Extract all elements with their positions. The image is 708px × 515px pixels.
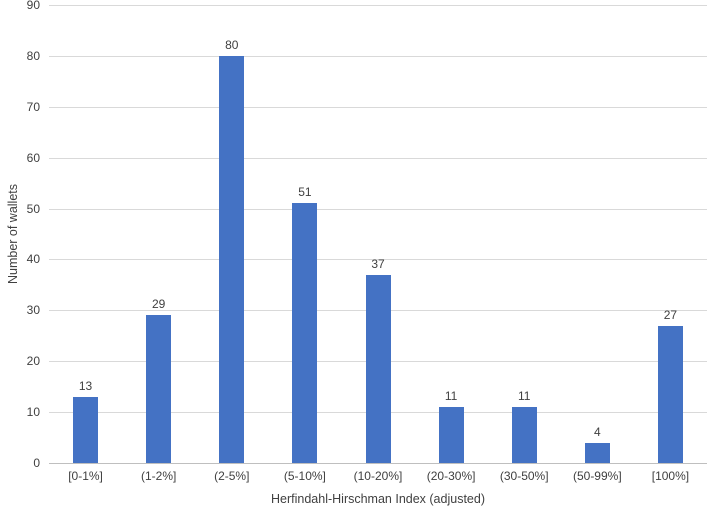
bar-(1-2%] xyxy=(146,315,172,463)
plot-area: 13 29 80 51 37 11 11 4 27 xyxy=(49,5,707,464)
y-tick-label-70: 70 xyxy=(26,99,40,114)
gridline-70 xyxy=(49,106,707,108)
y-tick-label-10: 10 xyxy=(26,405,40,420)
y-tick-label-80: 80 xyxy=(26,48,40,63)
bar-value-label-(50-99%]: 4 xyxy=(593,424,601,439)
x-axis-title: Herfindahl-Hirschman Index (adjusted) xyxy=(271,492,485,506)
y-tick-label-20: 20 xyxy=(26,354,40,369)
bar-value-label-[100%]: 27 xyxy=(663,307,678,322)
bar-[100%] xyxy=(657,325,683,463)
bar-value-label-(10-20%]: 37 xyxy=(371,256,385,271)
bar-(50-99%] xyxy=(584,442,610,463)
bar-(30-50%] xyxy=(511,407,537,463)
bar-[0-1%] xyxy=(73,396,99,463)
bar-(20-30%] xyxy=(438,407,464,463)
x-tick-label-(2-5%]: (2-5%] xyxy=(214,469,250,483)
gridline-40 xyxy=(49,259,707,261)
gridline-90 xyxy=(49,5,707,6)
x-tick-label-(5-10%]: (5-10%] xyxy=(283,469,326,483)
x-tick-label-(50-99%]: (50-99%] xyxy=(572,469,622,483)
y-tick-label-50: 50 xyxy=(26,201,40,216)
bar-(10-20%] xyxy=(365,274,391,463)
bar-(5-10%] xyxy=(292,203,318,463)
bar-value-label-(1-2%]: 29 xyxy=(151,297,166,312)
gridline-60 xyxy=(49,157,707,159)
bar-value-label-(5-10%]: 51 xyxy=(298,185,312,200)
y-tick-label-0: 0 xyxy=(33,456,40,470)
y-tick-label-60: 60 xyxy=(26,150,40,165)
bar-value-label-[0-1%]: 13 xyxy=(78,378,93,393)
y-tick-label-30: 30 xyxy=(26,303,40,318)
x-tick-label-(20-30%]: (20-30%] xyxy=(426,469,476,483)
bar-value-label-(20-30%]: 11 xyxy=(444,389,458,404)
bar-value-label-(30-50%]: 11 xyxy=(517,389,531,404)
x-tick-label-[0-1%]: [0-1%] xyxy=(68,469,103,483)
gridline-50 xyxy=(49,208,707,210)
gridline-80 xyxy=(49,55,707,57)
y-axis-ticks: 0 10 20 30 40 50 60 70 80 90 xyxy=(0,0,41,515)
x-tick-label-[100%]: [100%] xyxy=(651,469,690,483)
y-tick-label-40: 40 xyxy=(26,252,40,267)
x-tick-label-(10-20%]: (10-20%] xyxy=(353,469,403,483)
y-tick-label-90: 90 xyxy=(26,0,40,12)
bar-value-label-(2-5%]: 80 xyxy=(225,37,239,52)
x-tick-label-(1-2%]: (1-2%] xyxy=(140,469,177,483)
x-tick-label-(30-50%]: (30-50%] xyxy=(499,469,549,483)
bar-(2-5%] xyxy=(219,55,245,463)
x-axis-ticks: [0-1%] (1-2%] (2-5%] (5-10%] (10-20%] (20-30%… xyxy=(49,469,707,485)
